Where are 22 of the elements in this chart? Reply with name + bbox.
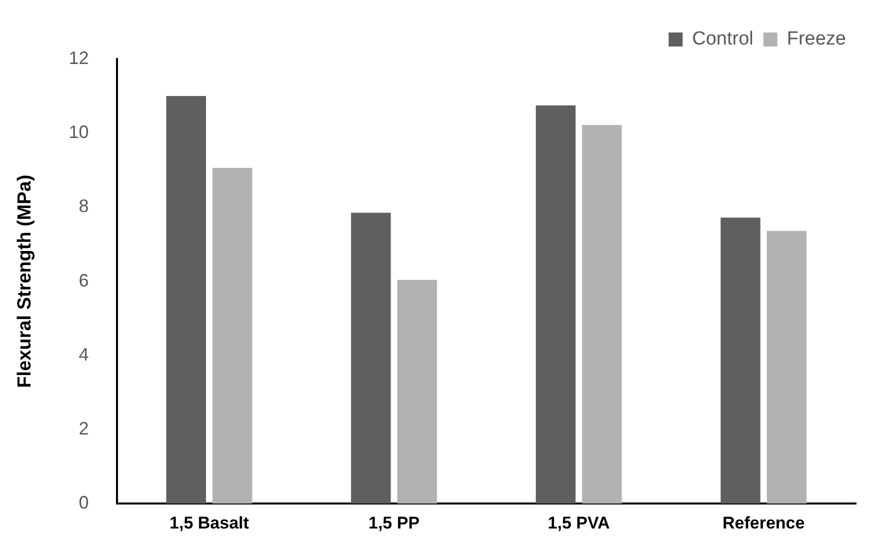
legend-label: Control [692,28,754,50]
y-axis-title: Flexural Strength (MPa) [14,174,36,388]
x-tick-label: 1,5 PVA [548,513,610,532]
bar [166,96,206,504]
y-tick-label: 0 [78,492,89,513]
bar [582,124,622,504]
x-tick-label: 1,5 PP [368,513,420,532]
bar [536,105,576,504]
y-tick-label: 4 [78,344,89,364]
bar [212,168,252,504]
y-tick-label: 2 [78,418,89,438]
y-tick-label: 6 [78,270,89,290]
y-tick-label: 12 [68,48,89,68]
legend-label: Freeze [786,28,846,50]
bar [397,280,437,504]
x-tick-label: 1,5 Basalt [170,513,250,532]
x-tick-label: Reference [722,513,805,532]
bar [720,218,760,504]
y-tick-label: 10 [68,122,89,142]
y-tick-label: 8 [78,196,89,216]
bar [766,230,807,504]
bar [351,212,391,504]
